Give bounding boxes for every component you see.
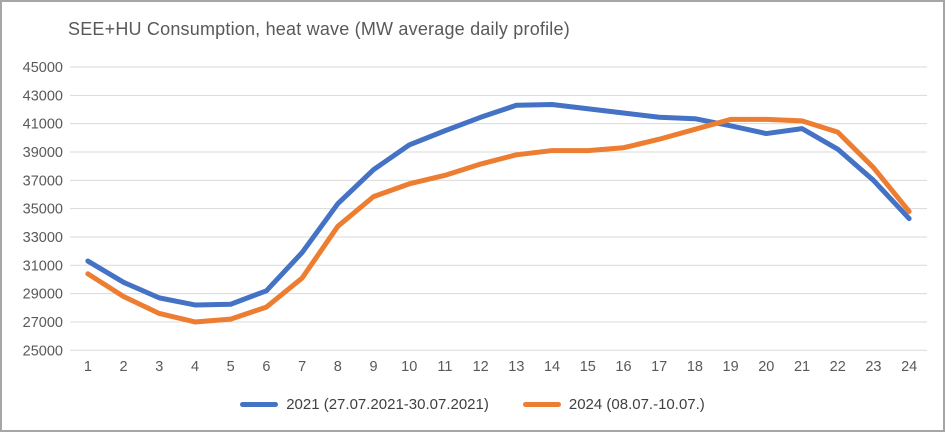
svg-text:6: 6 — [262, 359, 270, 375]
legend-item-2021: 2021 (27.07.2021-30.07.2021) — [240, 396, 489, 413]
legend-item-2024: 2024 (08.07.-10.07.) — [522, 396, 705, 413]
svg-text:23: 23 — [865, 359, 881, 375]
svg-text:14: 14 — [544, 359, 560, 375]
chart-legend: 2021 (27.07.2021-30.07.2021) 2024 (08.07… — [2, 396, 943, 413]
svg-text:17: 17 — [651, 359, 667, 375]
svg-text:20: 20 — [758, 359, 774, 375]
svg-text:4: 4 — [191, 359, 199, 375]
svg-text:29000: 29000 — [23, 287, 63, 303]
svg-text:45000: 45000 — [23, 60, 63, 76]
legend-label-2024: 2024 (08.07.-10.07.) — [568, 396, 705, 413]
line-swatch-icon-2021 — [240, 402, 279, 407]
svg-text:15: 15 — [580, 359, 596, 375]
svg-text:11: 11 — [437, 359, 452, 375]
svg-text:8: 8 — [334, 359, 342, 375]
svg-text:19: 19 — [723, 359, 739, 375]
svg-text:10: 10 — [401, 359, 417, 375]
svg-text:39000: 39000 — [23, 145, 63, 161]
svg-text:24: 24 — [901, 359, 917, 375]
svg-text:25000: 25000 — [23, 343, 63, 359]
svg-text:5: 5 — [227, 359, 235, 375]
svg-text:9: 9 — [369, 359, 377, 375]
svg-text:22: 22 — [830, 359, 846, 375]
svg-text:33000: 33000 — [23, 230, 63, 246]
svg-text:13: 13 — [508, 359, 524, 375]
line-swatch-icon-2024 — [522, 402, 561, 407]
svg-text:27000: 27000 — [23, 315, 63, 331]
svg-text:35000: 35000 — [23, 202, 63, 218]
svg-text:12: 12 — [473, 359, 489, 375]
svg-text:43000: 43000 — [23, 88, 63, 104]
svg-text:37000: 37000 — [23, 173, 63, 189]
svg-text:31000: 31000 — [23, 258, 63, 274]
svg-text:7: 7 — [298, 359, 306, 375]
svg-text:41000: 41000 — [23, 117, 63, 133]
svg-text:2: 2 — [120, 359, 128, 375]
svg-text:3: 3 — [155, 359, 163, 375]
chart-title: SEE+HU Consumption, heat wave (MW averag… — [68, 19, 570, 39]
svg-text:18: 18 — [687, 359, 703, 375]
svg-text:1: 1 — [84, 359, 92, 375]
svg-text:21: 21 — [794, 359, 810, 375]
svg-text:16: 16 — [615, 359, 631, 375]
legend-label-2021: 2021 (27.07.2021-30.07.2021) — [286, 396, 489, 413]
